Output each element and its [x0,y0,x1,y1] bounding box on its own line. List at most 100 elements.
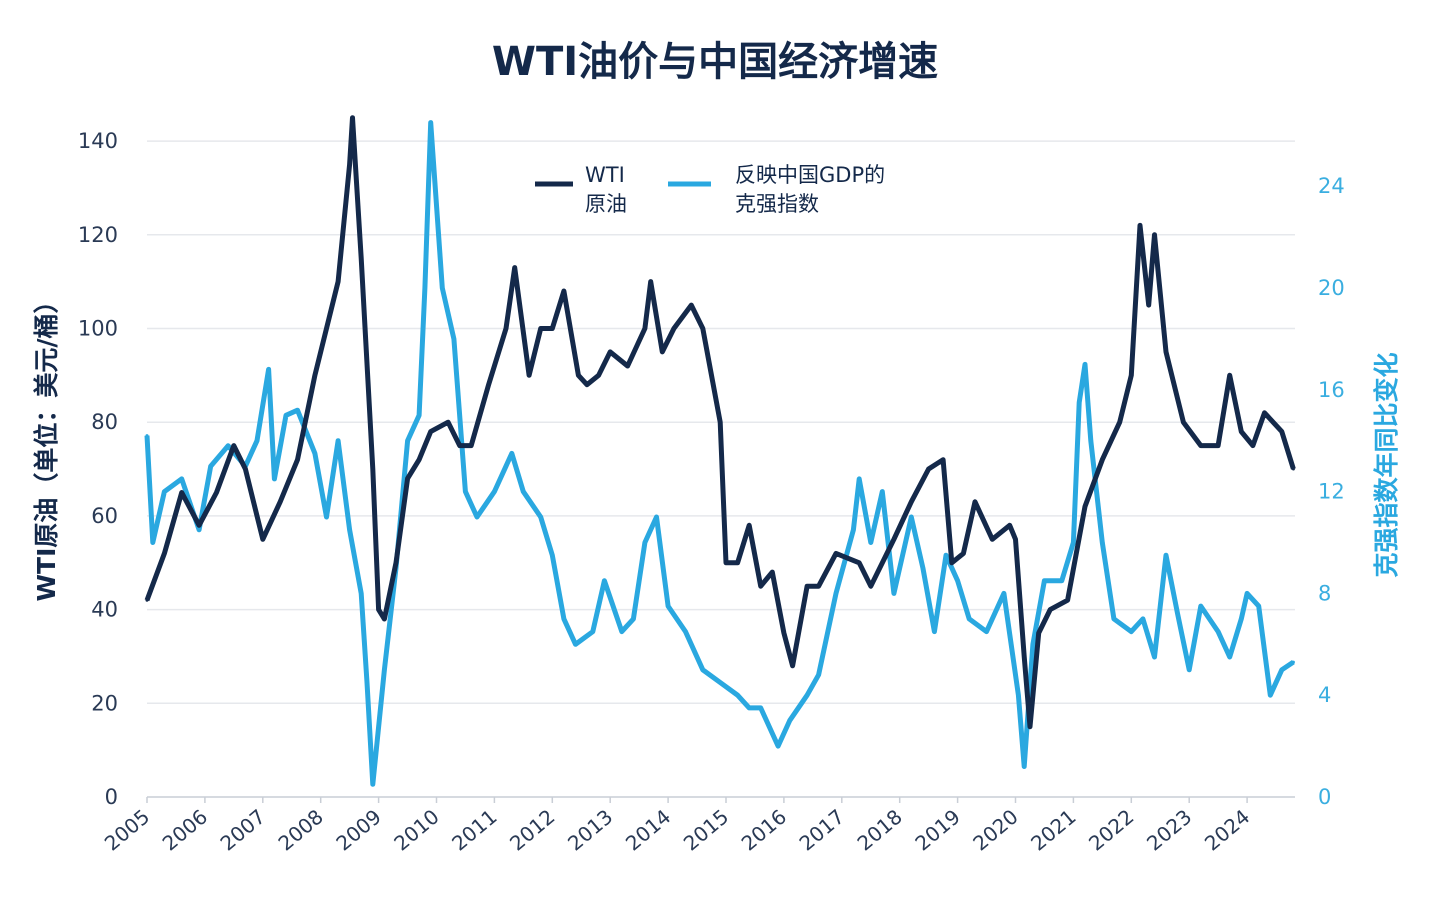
series-line-keqiang [144,120,1295,787]
x-tick: 2005 [100,804,154,855]
data-point-wti [701,327,705,330]
data-point-keqiang [324,515,328,519]
data-point-keqiang [573,642,577,646]
data-point-wti [180,490,184,494]
data-point-wti [805,584,809,588]
data-point-wti [961,551,965,555]
data-point-wti [513,266,517,270]
data-point-keqiang [284,413,288,417]
y-tick-left: 60 [91,504,118,528]
legend-label-keqiang-2: 克强指数 [735,192,819,216]
data-point-wti [1216,444,1220,448]
data-point-keqiang [463,490,467,494]
data-point-wti [232,444,236,448]
data-point-keqiang [1129,630,1133,634]
data-point-keqiang [921,566,925,570]
data-point-wti [429,430,433,434]
data-point-keqiang [591,630,595,634]
x-tick: 2009 [331,804,385,855]
data-point-wti [1048,608,1052,612]
data-point-wti [950,561,954,565]
data-point-keqiang [701,668,705,672]
data-point-wti [1066,598,1070,602]
data-point-keqiang [406,439,410,443]
data-point-keqiang [909,515,913,519]
data-point-wti [417,458,421,462]
data-point-keqiang [197,528,201,532]
data-point-wti [446,420,450,424]
data-point-wti [1199,444,1203,448]
data-point-wti [348,163,352,167]
data-point-keqiang [313,451,317,455]
x-tick: 2016 [737,804,791,855]
data-point-wti [319,350,323,354]
data-point-wti [759,584,763,588]
data-point-keqiang [1100,541,1104,544]
data-point-keqiang [1164,553,1168,557]
y-axis-right-label: 克强指数年同比变化 [1372,352,1401,577]
data-point-keqiang [1002,591,1006,595]
x-tick: 2020 [968,804,1022,855]
data-point-keqiang [1176,612,1180,616]
x-tick: 2010 [389,804,443,855]
data-point-keqiang [631,617,635,621]
data-point-keqiang [834,591,838,595]
data-point-keqiang [417,413,421,417]
y-tick-left: 100 [78,317,118,341]
data-point-wti [1164,350,1168,354]
data-point-keqiang [869,541,873,544]
data-point-wti [973,500,977,504]
data-point-wti [243,467,247,471]
data-point-wti [857,561,861,565]
data-point-wti [1251,444,1255,448]
y-tick-right: 20 [1318,276,1345,300]
x-tick: 2019 [910,804,964,855]
data-point-wti [527,373,531,377]
data-point-wti [261,537,265,541]
data-point-wti [296,458,300,462]
data-point-keqiang [892,591,896,595]
data-point-keqiang [1228,655,1232,659]
data-point-wti [406,476,410,480]
data-point-keqiang [857,477,861,481]
data-point-wti [576,373,580,377]
data-point-keqiang [1022,764,1026,768]
data-point-keqiang [1089,439,1093,443]
y-tick-right: 12 [1318,480,1345,504]
data-point-keqiang [371,782,375,786]
data-point-keqiang [272,477,276,481]
data-point-keqiang [683,630,687,634]
legend-label-wti-2: 原油 [585,192,627,216]
data-point-keqiang [1083,362,1087,366]
data-point-wti [313,373,317,377]
data-point-wti [770,570,774,574]
x-tick: 2013 [563,804,617,855]
y-tick-left: 20 [91,691,118,715]
data-point-keqiang [365,680,369,684]
data-point-wti [458,444,462,448]
data-point-keqiang [718,680,722,684]
data-point-keqiang [620,630,624,634]
data-point-keqiang [655,515,659,519]
data-point-keqiang [747,706,751,710]
data-point-keqiang [788,719,792,723]
data-point-wti [359,256,363,260]
data-point-keqiang [643,541,647,544]
data-point-keqiang [267,367,271,371]
x-tick: 2012 [505,804,559,855]
data-point-wti [941,458,945,462]
data-point-keqiang [180,477,184,481]
data-point-wti [927,467,931,471]
data-point-wti [1100,458,1104,462]
data-point-wti [626,364,630,368]
data-point-keqiang [359,591,363,595]
data-point-keqiang [666,604,670,608]
data-point-wti [1280,430,1284,434]
series-line-wti [144,115,1296,730]
data-point-keqiang [510,451,514,455]
data-point-keqiang [1280,668,1284,672]
y-tick-left: 0 [105,785,118,809]
data-point-keqiang [550,553,554,557]
